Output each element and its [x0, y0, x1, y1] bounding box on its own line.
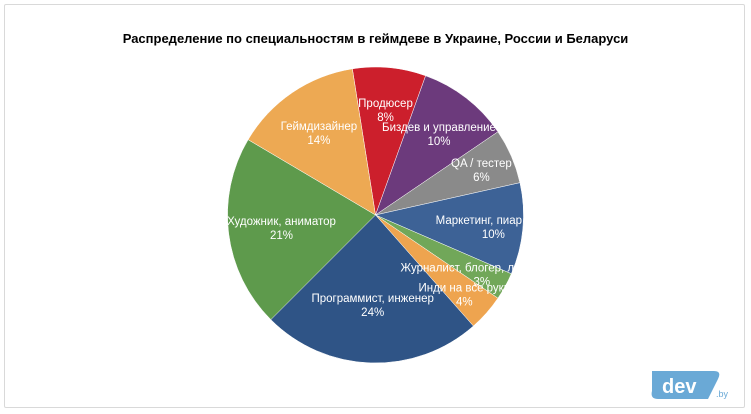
- pie-slice-9: [247, 68, 376, 216]
- slice-label-4: Маркетинг, пиар и КМ: [436, 215, 551, 227]
- slice-label-9: Геймдизайнер: [281, 121, 358, 133]
- slice-value-label-7: 24%: [361, 307, 384, 319]
- slice-label-1: Продюсер: [358, 98, 413, 110]
- slice-value-label-4: 10%: [482, 229, 505, 241]
- dev-by-logo: dev .by: [648, 365, 738, 405]
- slice-label-6: Инди на все руки: [418, 282, 510, 294]
- slice-value-label-8: 21%: [270, 230, 293, 242]
- slice-value-label-5: 3%: [473, 277, 490, 289]
- slice-value-label-9: 14%: [307, 135, 330, 147]
- chart-title: Распределение по специальностям в геймде…: [122, 31, 629, 46]
- slice-label-5: Журналист, блогер, летсплеер: [400, 263, 563, 275]
- logo-suffix: .by: [716, 389, 729, 399]
- pie-slice-4: [374, 182, 524, 275]
- logo-text: dev: [662, 376, 697, 398]
- slice-value-label-6: 4%: [456, 296, 473, 308]
- slice-label-8: Художник, аниматор: [227, 216, 336, 228]
- slice-label-7: Программист, инженер: [311, 293, 433, 305]
- slice-value-label-1: 8%: [377, 112, 394, 124]
- slice-label-2: Биздев и управление: [382, 122, 496, 134]
- pie-slice-7: [270, 214, 474, 364]
- slice-label-3: QA / тестер: [451, 158, 512, 170]
- pie-slice-2: [375, 75, 499, 216]
- slice-value-label-3: 6%: [473, 172, 490, 184]
- pie-slice-8: [227, 139, 376, 321]
- slice-value-label-2: 10%: [427, 136, 450, 148]
